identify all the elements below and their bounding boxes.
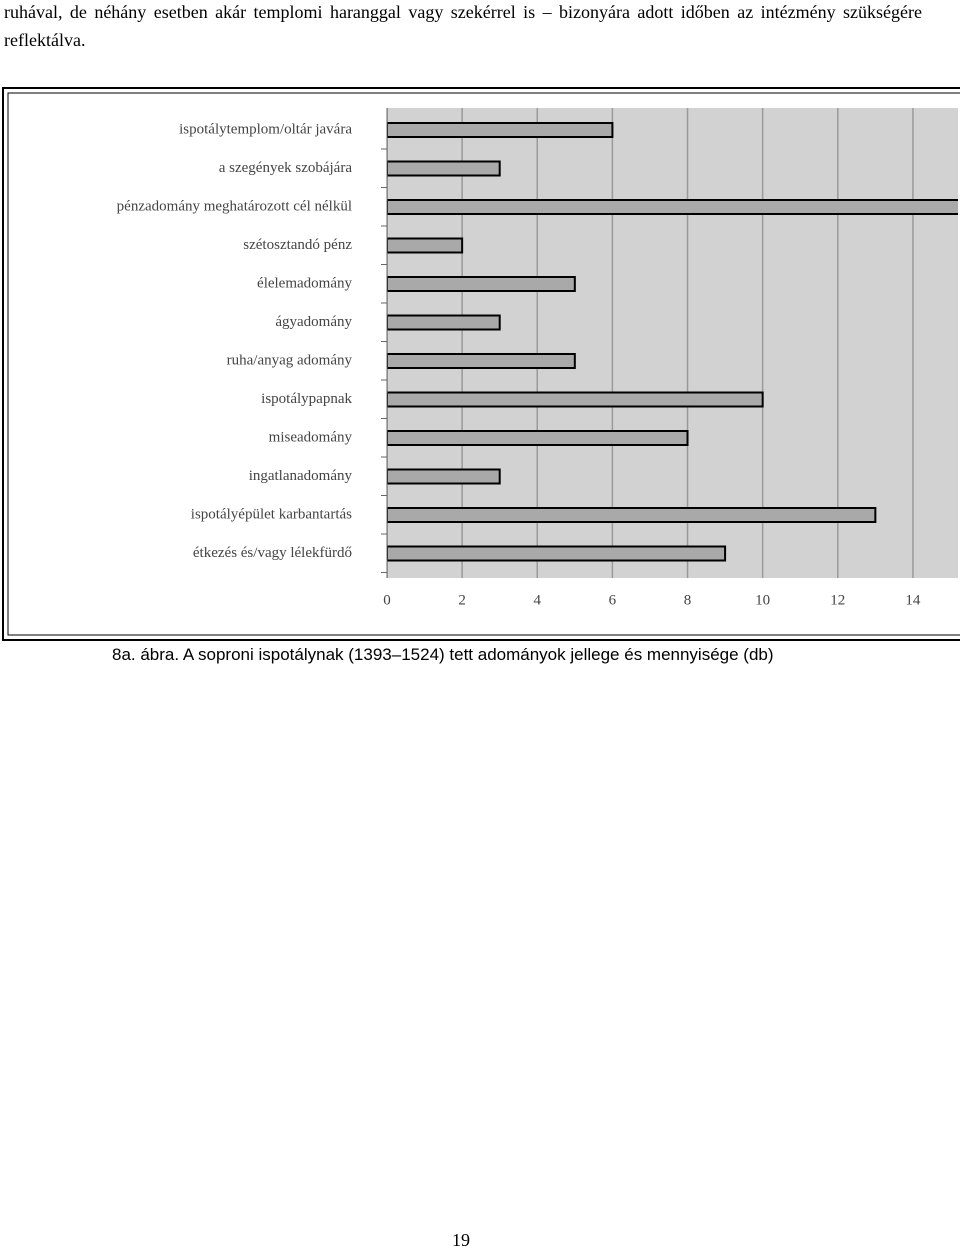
bar xyxy=(387,391,764,408)
bar xyxy=(387,160,501,177)
y-tick-label: élelemadomány xyxy=(257,275,352,291)
chart: 0 2 4 6 8 10 12 14 ispotálytemplom/oltár javára a… xyxy=(2,87,960,641)
bar xyxy=(387,545,727,562)
page-number: 19 xyxy=(452,1230,470,1250)
x-tick-label: 4 xyxy=(534,592,542,608)
bar xyxy=(387,199,958,215)
x-tick-label: 14 xyxy=(905,592,921,608)
paragraph: ruhával, de néhány esetben akár templomi… xyxy=(4,2,922,50)
y-tick-label: miseadomány xyxy=(269,429,353,445)
x-tick-label: 0 xyxy=(383,592,391,608)
y-tick-label: ingatlanadomány xyxy=(249,468,353,484)
x-tick-label: 2 xyxy=(458,592,466,608)
bar xyxy=(387,314,501,331)
x-tick-label: 10 xyxy=(755,592,770,608)
y-tick-label: ruha/anyag adomány xyxy=(227,352,353,368)
y-tick-label: ispotályépület karbantartás xyxy=(191,506,352,522)
y-tick-label: ágyadomány xyxy=(275,314,352,330)
y-tick-label: szétosztandó pénz xyxy=(243,237,352,253)
bar xyxy=(387,276,576,292)
bar xyxy=(387,122,614,138)
y-tick-label: a szegények szobájára xyxy=(219,160,353,176)
y-tick-label: étkezés és/vagy lélekfürdő xyxy=(193,545,352,561)
y-tick-label: pénzadomány meghatározott cél nélkül xyxy=(117,198,352,214)
bar xyxy=(387,507,877,523)
x-tick-label: 6 xyxy=(609,592,617,608)
bar xyxy=(387,430,689,446)
bar xyxy=(387,468,501,485)
y-tick-label: ispotálytemplom/oltár javára xyxy=(179,121,352,137)
bar xyxy=(387,237,464,254)
plot-area xyxy=(387,108,958,578)
y-tick-label: ispotálypapnak xyxy=(261,391,352,407)
caption: 8a. ábra. A soproni ispotálynak (1393–15… xyxy=(112,645,774,664)
bar xyxy=(387,353,576,369)
x-tick-label: 12 xyxy=(830,592,845,608)
x-tick-label: 8 xyxy=(684,592,692,608)
